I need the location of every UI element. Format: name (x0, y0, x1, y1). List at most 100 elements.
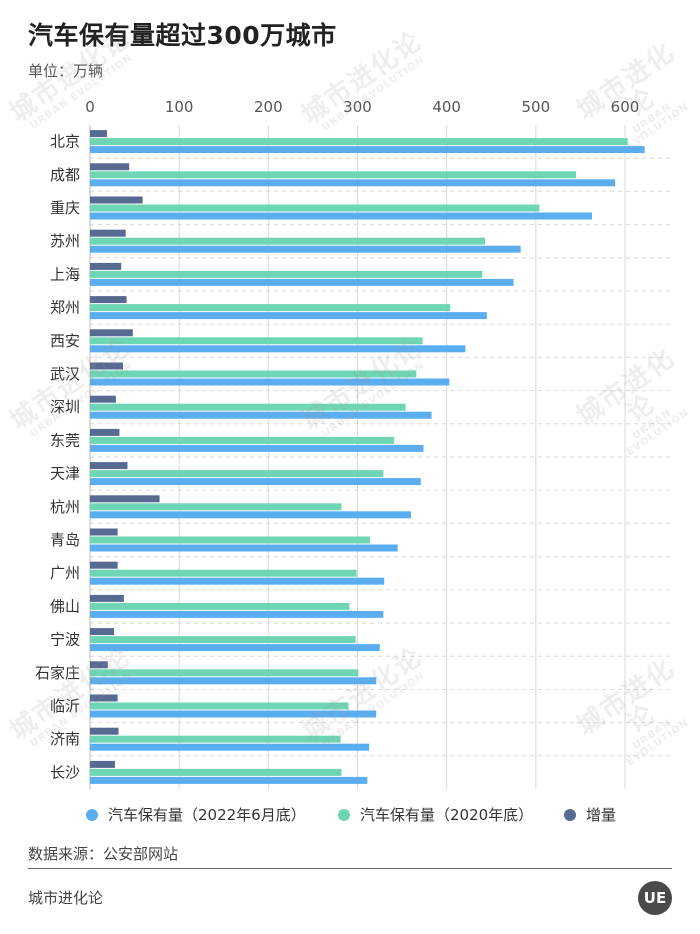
bar-2022 (90, 278, 514, 286)
bar-increase (90, 561, 118, 569)
bar-2020 (90, 304, 451, 312)
legend-label-increase: 增量 (586, 806, 617, 824)
bar-2020 (90, 702, 349, 710)
x-tick-label: 600 (611, 98, 640, 116)
bar-2020 (90, 436, 395, 444)
bar-increase (90, 694, 118, 702)
bar-increase (90, 163, 130, 171)
bar-2022 (90, 511, 411, 519)
bar-increase (90, 594, 124, 602)
bar-2020 (90, 403, 406, 411)
bar-2022 (90, 146, 645, 154)
y-category-label: 成都 (50, 166, 80, 184)
y-category-label: 郑州 (50, 299, 80, 317)
bar-increase (90, 628, 115, 636)
bar-2020 (90, 602, 350, 610)
x-tick-label: 0 (85, 98, 95, 116)
bar-increase (90, 727, 119, 735)
y-category-label: 深圳 (50, 398, 80, 416)
bar-2022 (90, 245, 521, 253)
legend-dot-increase-icon (564, 808, 576, 821)
bar-2020 (90, 337, 423, 345)
y-category-label: 上海 (50, 265, 80, 283)
bar-2020 (90, 735, 341, 743)
bar-increase (90, 229, 126, 237)
chart-legend: 汽车保有量（2022年6月底） 汽车保有量（2020年底） 增量 (0, 800, 700, 828)
bar-2020 (90, 370, 417, 378)
bar-2020 (90, 204, 540, 212)
bar-2020 (90, 138, 628, 146)
bar-2020 (90, 569, 357, 577)
y-category-label: 石家庄 (35, 664, 80, 682)
bar-increase (90, 760, 115, 768)
x-tick-label: 400 (432, 98, 461, 116)
unit-label: 单位：万辆 (28, 62, 104, 80)
legend-label-2020: 汽车保有量（2020年底） (360, 806, 534, 824)
bar-2022 (90, 444, 424, 452)
x-tick-label: 300 (343, 98, 372, 116)
bar-increase (90, 495, 160, 503)
bar-2020 (90, 503, 342, 511)
bar-2022 (90, 212, 593, 220)
bar-2020 (90, 270, 483, 278)
legend-label-2022: 汽车保有量（2022年6月底） (108, 806, 306, 824)
x-tick-label: 100 (165, 98, 194, 116)
bar-2020 (90, 636, 356, 644)
bar-2022 (90, 776, 368, 784)
x-tick-label: 200 (254, 98, 283, 116)
bar-2022 (90, 179, 616, 187)
bar-2020 (90, 768, 342, 776)
y-category-label: 宁波 (50, 631, 80, 649)
bar-2022 (90, 743, 370, 751)
bar-increase (90, 262, 122, 270)
bar-2020 (90, 237, 486, 245)
brand-name: 城市进化论 (28, 889, 104, 907)
y-category-label: 东莞 (50, 431, 80, 449)
x-tick-label: 500 (522, 98, 551, 116)
y-category-label: 北京 (50, 133, 80, 151)
bar-2022 (90, 411, 432, 419)
y-category-label: 长沙 (50, 763, 80, 781)
bar-2022 (90, 710, 377, 718)
footer-divider (28, 868, 672, 869)
bar-increase (90, 362, 123, 370)
brand-logo-icon: UE (638, 881, 672, 915)
y-category-label: 重庆 (50, 199, 80, 217)
y-category-label: 临沂 (50, 697, 80, 715)
legend-item-2022: 汽车保有量（2022年6月底） (86, 804, 306, 825)
data-source: 数据来源：公安部网站 (28, 845, 179, 863)
bar-2022 (90, 544, 398, 552)
bar-2022 (90, 378, 450, 386)
y-category-label: 武汉 (50, 365, 80, 383)
chart-title: 汽车保有量超过300万城市 (28, 21, 337, 50)
bar-increase (90, 462, 128, 470)
bar-2020 (90, 669, 359, 677)
bar-increase (90, 196, 143, 204)
bar-2022 (90, 577, 385, 585)
legend-dot-2022-icon (86, 808, 98, 821)
y-category-label: 天津 (50, 465, 80, 483)
bar-2020 (90, 536, 370, 544)
legend-item-2020: 汽车保有量（2020年底） (338, 804, 533, 825)
legend-item-increase: 增量 (564, 804, 616, 825)
bar-increase (90, 130, 107, 138)
bar-2022 (90, 610, 384, 618)
bar-chart: 0 100 200 300 400 500 600 北京成都重庆苏州上海郑州西安武汉深圳东莞天… (35, 98, 672, 789)
y-category-label: 济南 (50, 730, 80, 748)
bar-increase (90, 329, 133, 337)
bar-increase (90, 661, 108, 669)
bar-2022 (90, 644, 380, 652)
logo-text: UE (643, 889, 667, 907)
y-category-label: 杭州 (50, 498, 80, 516)
y-category-label: 广州 (50, 564, 80, 582)
y-category-label: 西安 (50, 332, 80, 350)
y-category-label: 青岛 (50, 531, 80, 549)
bar-increase (90, 428, 120, 436)
bar-2022 (90, 677, 377, 685)
y-category-label: 苏州 (50, 232, 80, 250)
bar-2020 (90, 470, 384, 478)
y-category-label: 佛山 (50, 597, 80, 615)
bar-increase (90, 528, 118, 536)
bar-increase (90, 296, 127, 304)
bar-2022 (90, 312, 487, 320)
